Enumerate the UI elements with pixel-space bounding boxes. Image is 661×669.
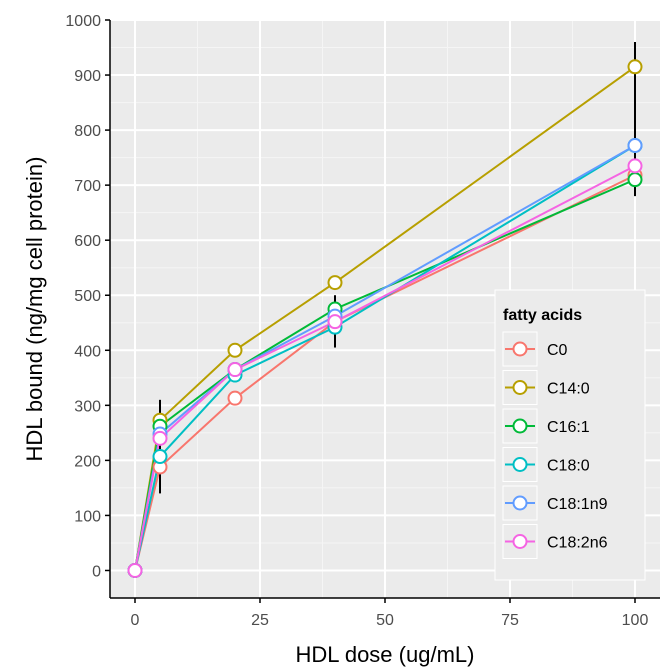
series-points [127,59,643,578]
legend-label-C14:0: C14:0 [547,381,590,398]
legend-marker-C18:0 [512,457,528,472]
x-tick-label: 25 [251,612,269,629]
data-point-C14:0 [627,59,643,75]
legend-label-C18:2n6: C18:2n6 [547,535,608,552]
legend-marker-C14:0 [512,380,528,395]
y-tick-label: 400 [74,343,101,360]
data-point-C18:2n6 [127,562,143,578]
x-axis-title: HDL dose (ug/mL) [296,642,475,667]
x-tick-label: 50 [376,612,394,629]
y-tick-label: 0 [92,563,101,580]
legend: fatty acids C0 C14:0 C16:1 C18:0 C18:1n9 C18:… [494,289,646,581]
y-tick-label: 800 [74,123,101,140]
data-point-C18:2n6 [627,158,643,174]
data-point-C18:1n9 [627,138,643,154]
legend-marker-C18:1n9 [512,495,528,511]
data-point-C18:0 [152,449,168,465]
legend-label-C18:1n9: C18:1n9 [547,496,608,513]
data-point-C14:0 [227,342,243,358]
axes [105,19,660,603]
data-point-C18:2n6 [152,430,168,446]
legend-marker-C0 [512,341,528,357]
legend-title: fatty acids [503,307,582,324]
y-axis-title: HDL bound (ng/mg cell protein) [22,157,47,462]
y-tick-label: 600 [74,233,101,250]
data-point-C18:2n6 [327,314,343,330]
data-point-C0 [227,390,243,406]
data-point-C16:1 [627,172,643,188]
legend-marker-C16:1 [512,418,528,434]
legend-label-C0: C0 [547,342,568,359]
y-tick-label: 300 [74,398,101,415]
legend-items: C0 C14:0 C16:1 C18:0 C18:1n9 C18:2n6 [502,331,608,559]
y-tick-label: 500 [74,288,101,305]
y-tick-label: 200 [74,453,101,470]
x-tick-label: 100 [622,612,649,629]
y-tick-label: 100 [74,508,101,525]
y-tick-label: 900 [74,68,101,85]
x-tick-label: 75 [501,612,519,629]
x-tick-label: 0 [131,612,140,629]
y-tick-label: 1000 [65,13,101,30]
x-tick-labels: 0 25 50 75 100 [131,612,649,629]
legend-label-C18:0: C18:0 [547,458,590,475]
data-point-C14:0 [327,275,343,291]
data-point-C18:2n6 [227,362,243,378]
y-tick-label: 700 [74,178,101,195]
y-tick-labels: 0 100 200 300 400 500 600 700 800 900 1000 [65,13,101,580]
legend-marker-C18:2n6 [512,534,528,549]
legend-label-C16:1: C16:1 [547,419,590,436]
